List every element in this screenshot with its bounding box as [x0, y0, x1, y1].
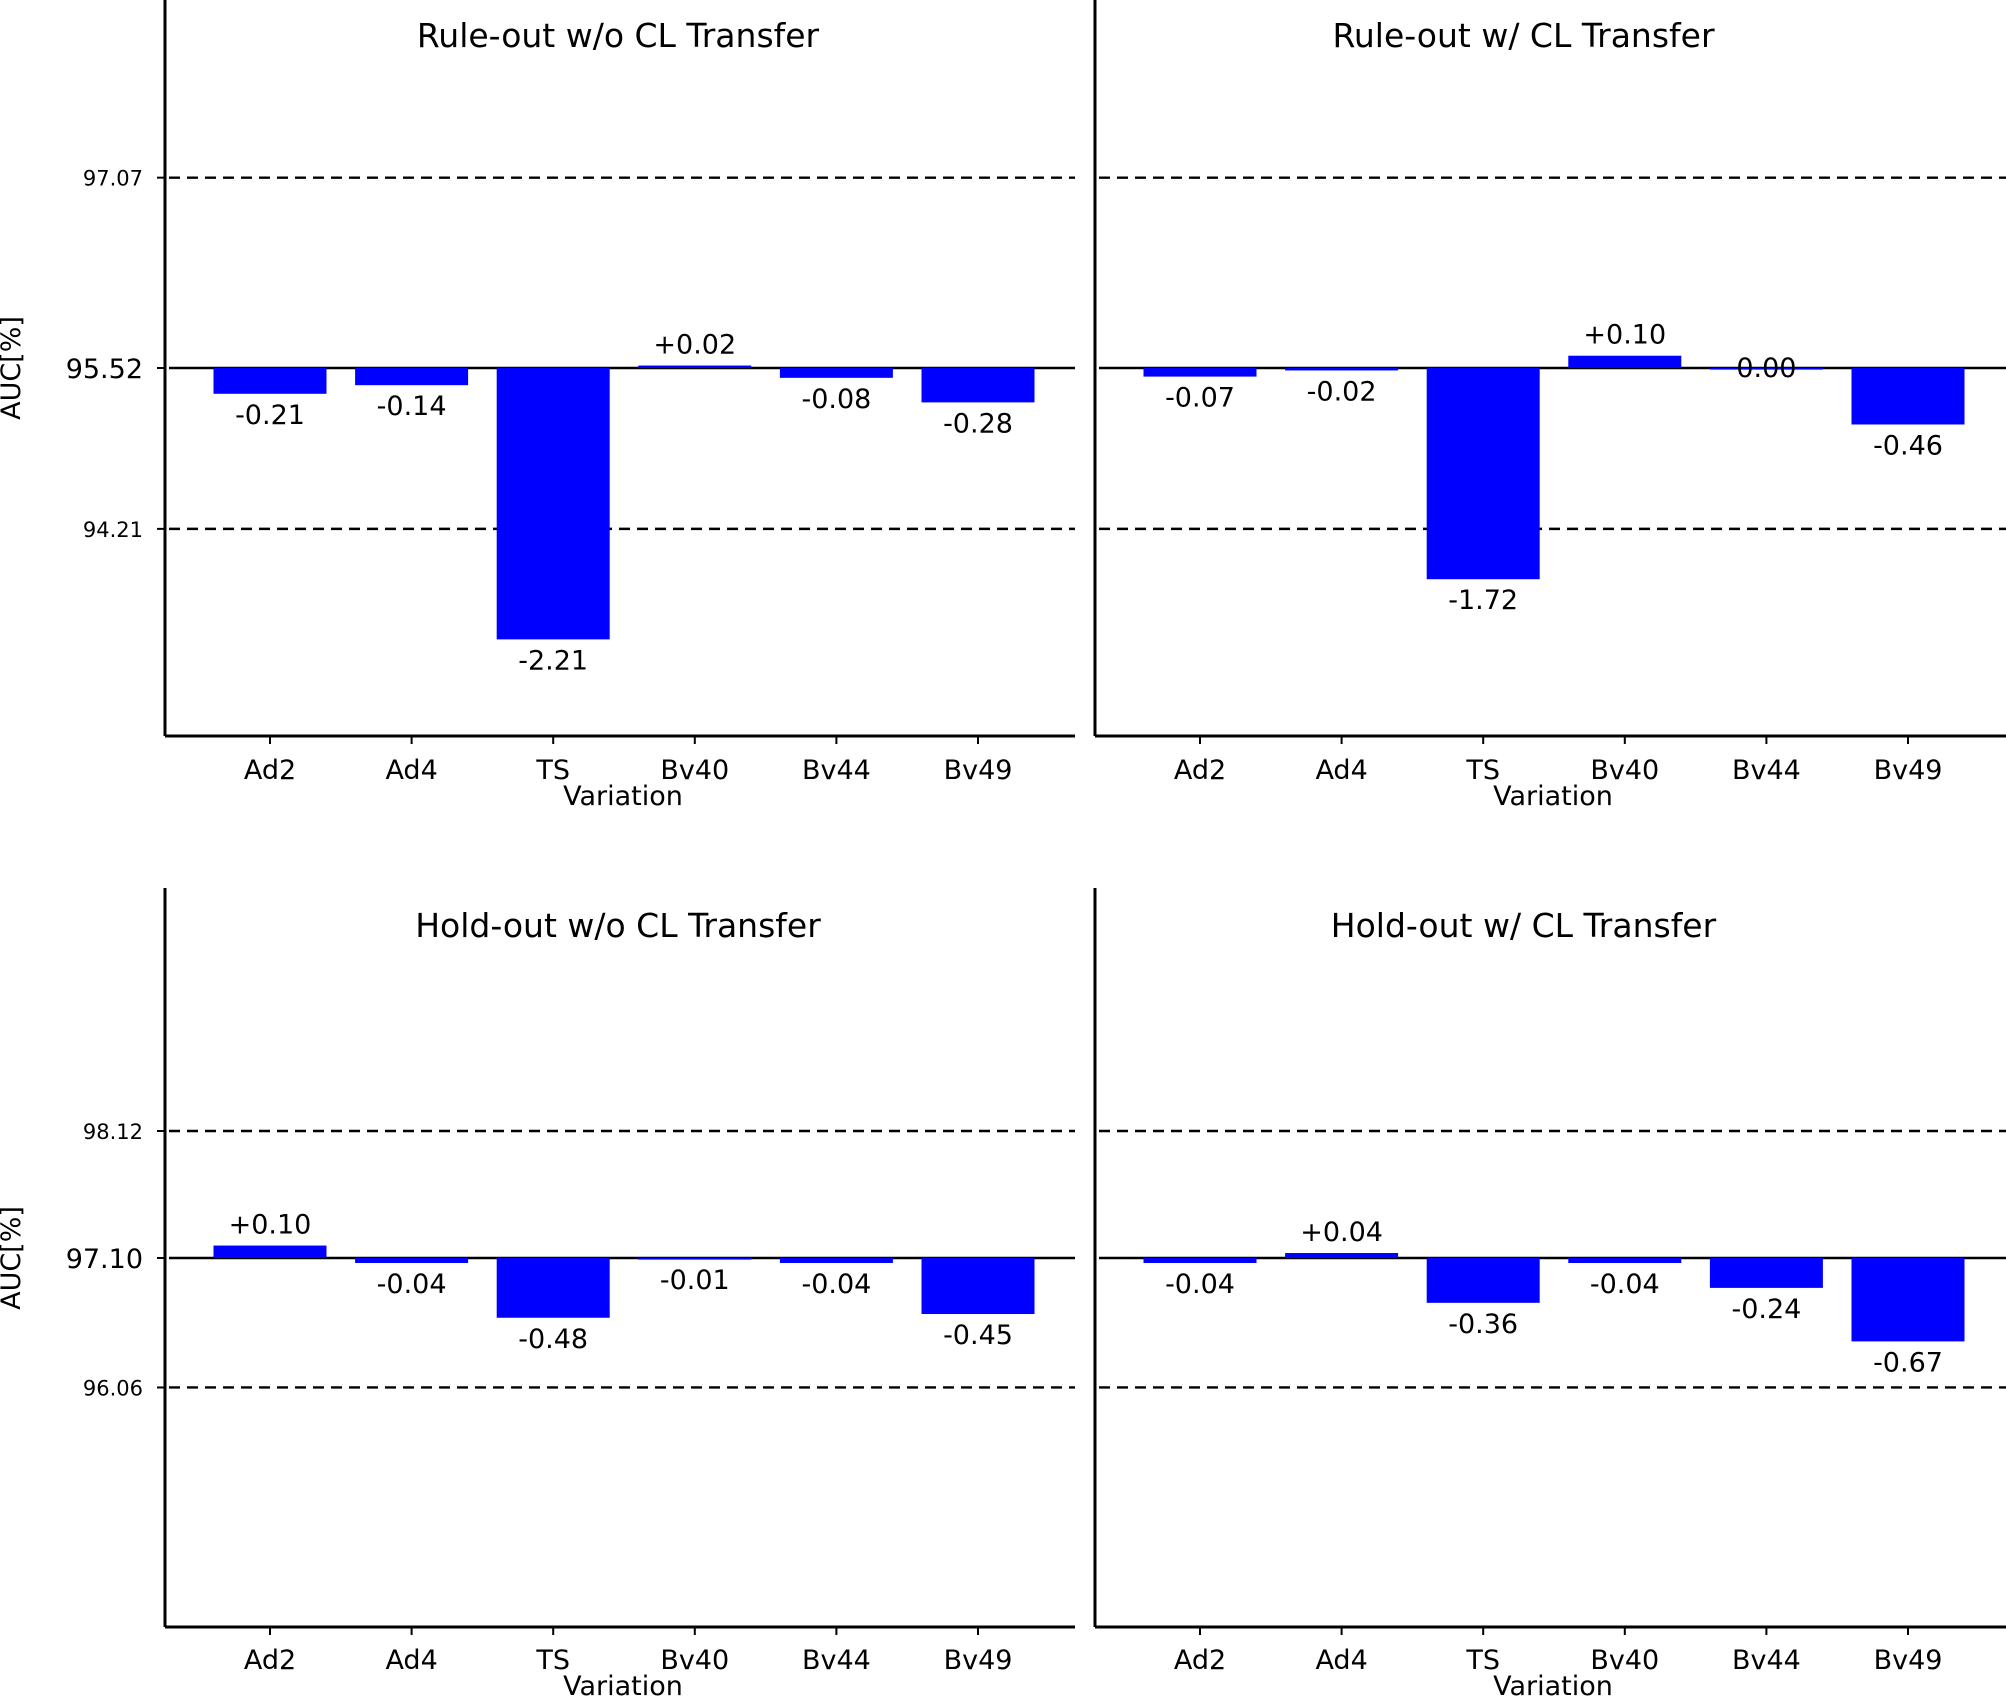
x-tick-label: TS	[1465, 1645, 1500, 1676]
y-axis-label: AUC[%]	[0, 316, 27, 420]
data-label: -0.45	[943, 1320, 1013, 1351]
data-label: -0.14	[377, 391, 447, 422]
data-label: -0.21	[235, 400, 305, 431]
bar-ts	[496, 368, 610, 640]
bar-ts	[1426, 1258, 1540, 1303]
data-label: -0.08	[801, 384, 871, 415]
x-axis-label: Variation	[563, 781, 683, 812]
x-tick-label: Bv49	[1874, 755, 1943, 786]
y-tick-label: 97.07	[83, 167, 143, 191]
chart-panel-4: Hold-out w/ CL Transfer Ad2 -0.04 Ad4 +0.04 T…	[1093, 888, 2006, 1702]
x-axis-label: Variation	[563, 1671, 683, 1702]
bar-ts	[1426, 368, 1540, 580]
bar-bv40	[638, 1258, 752, 1260]
x-tick-label: Ad4	[1315, 755, 1367, 786]
bar-bv44	[1709, 1258, 1823, 1288]
x-tick-label: Bv40	[660, 755, 729, 786]
data-label: -0.01	[660, 1265, 730, 1296]
x-tick-label: Ad2	[244, 1645, 296, 1676]
bar-ad4	[1285, 368, 1399, 371]
y-tick-label: 96.06	[83, 1376, 143, 1400]
panel-title: Hold-out w/ CL Transfer	[1331, 906, 1717, 945]
x-tick-label: Bv49	[944, 1645, 1013, 1676]
data-label: +0.10	[229, 1210, 312, 1241]
x-tick-label: Bv40	[660, 1645, 729, 1676]
bar-bv40	[1568, 355, 1682, 368]
x-tick-label: Ad4	[385, 1645, 437, 1676]
bar-ad4	[355, 1258, 469, 1263]
bar-bv44	[779, 368, 893, 378]
bar-bv44	[1709, 368, 1823, 370]
bar-ad2	[1143, 368, 1257, 377]
chart-panel-1: Rule-out w/o CL Transfer 97.07 94.21 95.52 A…	[0, 0, 1075, 812]
bar-bv44	[779, 1258, 893, 1263]
data-label: +0.02	[653, 330, 736, 361]
panel-title: Hold-out w/o CL Transfer	[415, 906, 821, 945]
bar-ad4	[1285, 1253, 1399, 1258]
x-tick-label: Ad2	[1174, 755, 1226, 786]
chart-panel-3: Hold-out w/o CL Transfer 98.12 96.06 97.10 A…	[0, 888, 1075, 1702]
bar-bv49	[1851, 368, 1965, 425]
data-label: +0.04	[1300, 1217, 1383, 1248]
x-tick-label: Ad4	[1315, 1645, 1367, 1676]
data-label: -0.04	[1165, 1269, 1235, 1300]
bar-bv40	[638, 365, 752, 368]
chart-panel-2: Rule-out w/ CL Transfer Ad2 -0.07 Ad4 -0.02 T…	[1093, 0, 2006, 812]
bar-ts	[496, 1258, 610, 1318]
data-label: -2.21	[518, 645, 588, 676]
data-label: -0.24	[1731, 1294, 1801, 1325]
x-tick-label: Bv44	[1732, 1645, 1801, 1676]
x-tick-label: Bv44	[802, 755, 871, 786]
x-tick-label: TS	[1465, 755, 1500, 786]
bar-ad2	[213, 368, 327, 394]
data-label: -0.28	[943, 408, 1013, 439]
x-tick-label: Bv49	[1874, 1645, 1943, 1676]
x-tick-label: Ad2	[1174, 1645, 1226, 1676]
bar-ad4	[355, 368, 469, 386]
bar-ad2	[213, 1245, 327, 1258]
bar-bv49	[921, 368, 1035, 403]
data-label: +0.10	[1583, 320, 1666, 351]
panel-title: Rule-out w/o CL Transfer	[417, 16, 820, 55]
bar-bv49	[1851, 1258, 1965, 1342]
data-label: -0.07	[1165, 383, 1235, 414]
x-axis-label: Variation	[1493, 1671, 1613, 1702]
bar-bv40	[1568, 1258, 1682, 1263]
y-tick-label: 94.21	[83, 518, 143, 542]
x-tick-label: Ad2	[244, 755, 296, 786]
data-label: -0.04	[1590, 1269, 1660, 1300]
x-tick-label: TS	[535, 755, 570, 786]
x-tick-label: Bv49	[944, 755, 1013, 786]
data-label: 0.00	[1736, 353, 1796, 384]
x-tick-label: Bv44	[1732, 755, 1801, 786]
data-label: -0.46	[1873, 430, 1943, 461]
bar-bv49	[921, 1258, 1035, 1315]
x-tick-label: Bv40	[1590, 1645, 1659, 1676]
data-label: -0.67	[1873, 1347, 1943, 1378]
data-label: -0.04	[801, 1269, 871, 1300]
data-label: -0.04	[377, 1269, 447, 1300]
data-label: -1.72	[1448, 585, 1518, 616]
x-tick-label: Bv44	[802, 1645, 871, 1676]
data-label: -0.02	[1307, 376, 1377, 407]
x-tick-label: TS	[535, 1645, 570, 1676]
y-tick-label: 98.12	[83, 1120, 143, 1144]
y-tick-label-baseline: 95.52	[66, 354, 143, 385]
y-axis-label: AUC[%]	[0, 1206, 27, 1310]
bar-ad2	[1143, 1258, 1257, 1263]
x-axis-label: Variation	[1493, 781, 1613, 812]
y-tick-label-baseline: 97.10	[66, 1244, 143, 1275]
x-tick-label: Bv40	[1590, 755, 1659, 786]
data-label: -0.48	[518, 1324, 588, 1355]
x-tick-label: Ad4	[385, 755, 437, 786]
data-label: -0.36	[1448, 1309, 1518, 1340]
panel-title: Rule-out w/ CL Transfer	[1332, 16, 1715, 55]
